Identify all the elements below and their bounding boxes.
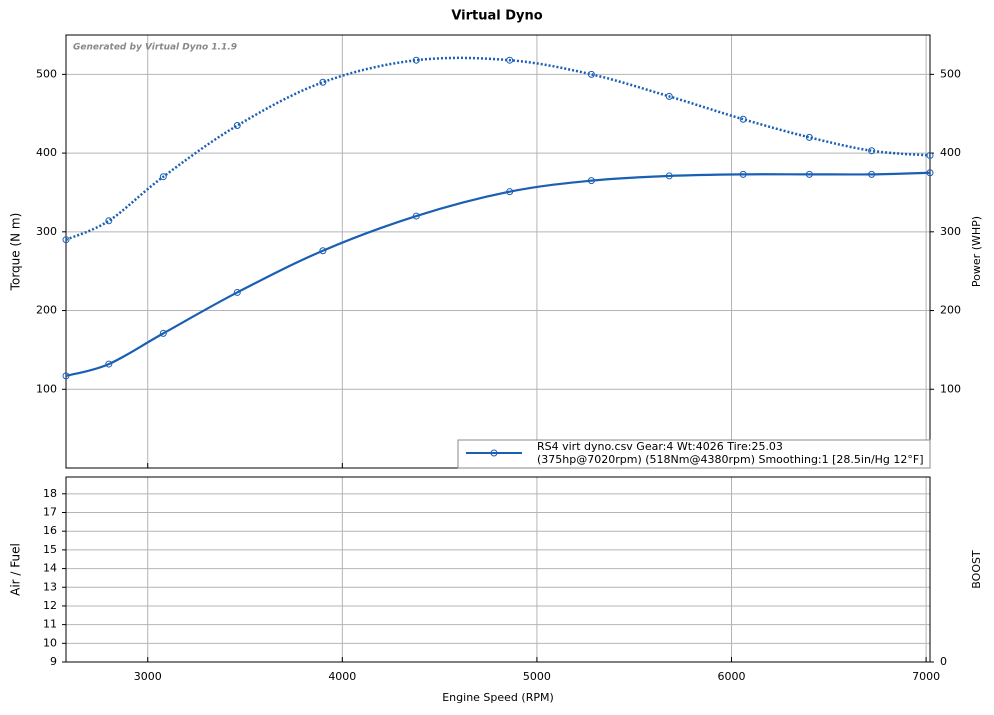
y-tick-label: 11 xyxy=(43,618,57,631)
series-marker xyxy=(739,115,747,123)
y-tick-label: 15 xyxy=(43,543,57,556)
y-tick-label: 14 xyxy=(43,562,57,575)
series-marker xyxy=(105,217,113,225)
series-marker xyxy=(868,147,876,155)
series-marker xyxy=(665,92,673,100)
plot-area xyxy=(66,35,930,468)
series-marker xyxy=(805,170,813,178)
series-marker xyxy=(926,169,934,177)
series-marker xyxy=(105,360,113,368)
series-marker xyxy=(587,177,595,185)
y-axis-label: Torque (N m) xyxy=(9,213,23,292)
series-marker xyxy=(233,122,241,130)
x-tick-label: 4000 xyxy=(328,670,356,683)
y2-tick-label: 0 xyxy=(940,655,947,668)
x-tick-label: 5000 xyxy=(523,670,551,683)
series-marker xyxy=(805,133,813,141)
series-marker xyxy=(319,247,327,255)
legend-text: (375hp@7020rpm) (518Nm@4380rpm) Smoothin… xyxy=(537,453,924,466)
y2-tick-label: 300 xyxy=(940,225,961,238)
chart-title: Virtual Dyno xyxy=(451,9,542,24)
y-tick-label: 13 xyxy=(43,580,57,593)
x-tick-label: 7000 xyxy=(912,670,940,683)
series-marker xyxy=(412,212,420,220)
series-marker xyxy=(159,329,167,337)
series-line xyxy=(65,171,931,377)
y-tick-label: 200 xyxy=(36,304,57,317)
y-tick-label: 12 xyxy=(43,599,57,612)
x-axis-label: Engine Speed (RPM) xyxy=(442,691,554,704)
y-tick-label: 10 xyxy=(43,636,57,649)
series-marker xyxy=(739,170,747,178)
series-marker xyxy=(665,172,673,180)
y-tick-label: 16 xyxy=(43,524,57,537)
legend-box xyxy=(457,439,931,469)
annotation: Generated by Virtual Dyno 1.1.9 xyxy=(73,43,237,53)
y2-axis-label: BOOST xyxy=(970,550,983,589)
series-marker xyxy=(506,56,514,64)
y-tick-label: 9 xyxy=(50,655,57,668)
y-tick-label: 400 xyxy=(36,146,57,159)
series-marker xyxy=(159,173,167,181)
plot-area xyxy=(66,477,930,662)
series-marker xyxy=(319,78,327,86)
y-tick-label: 300 xyxy=(36,225,57,238)
series-marker xyxy=(233,288,241,296)
y-tick-label: 17 xyxy=(43,506,57,519)
y-tick-label: 500 xyxy=(36,67,57,80)
x-tick-label: 6000 xyxy=(718,670,746,683)
x-tick-label: 3000 xyxy=(134,670,162,683)
y2-axis-label: Power (WHP) xyxy=(970,216,983,287)
series-marker xyxy=(868,170,876,178)
y2-tick-label: 400 xyxy=(940,146,961,159)
y-tick-label: 18 xyxy=(43,487,57,500)
y2-tick-label: 500 xyxy=(940,67,961,80)
series-marker xyxy=(412,56,420,64)
legend-marker xyxy=(490,449,498,457)
series-marker xyxy=(926,151,934,159)
series-line xyxy=(65,56,931,241)
series-marker xyxy=(587,70,595,78)
y2-tick-label: 100 xyxy=(940,382,961,395)
series-marker xyxy=(62,236,70,244)
y2-tick-label: 200 xyxy=(940,304,961,317)
legend-text: RS4 virt dyno.csv Gear:4 Wt:4026 Tire:25… xyxy=(537,440,783,453)
y-axis-label: Air / Fuel xyxy=(9,543,23,596)
series-marker xyxy=(506,188,514,196)
series-marker xyxy=(62,372,70,380)
plot-frame xyxy=(65,476,931,663)
y-tick-label: 100 xyxy=(36,382,57,395)
